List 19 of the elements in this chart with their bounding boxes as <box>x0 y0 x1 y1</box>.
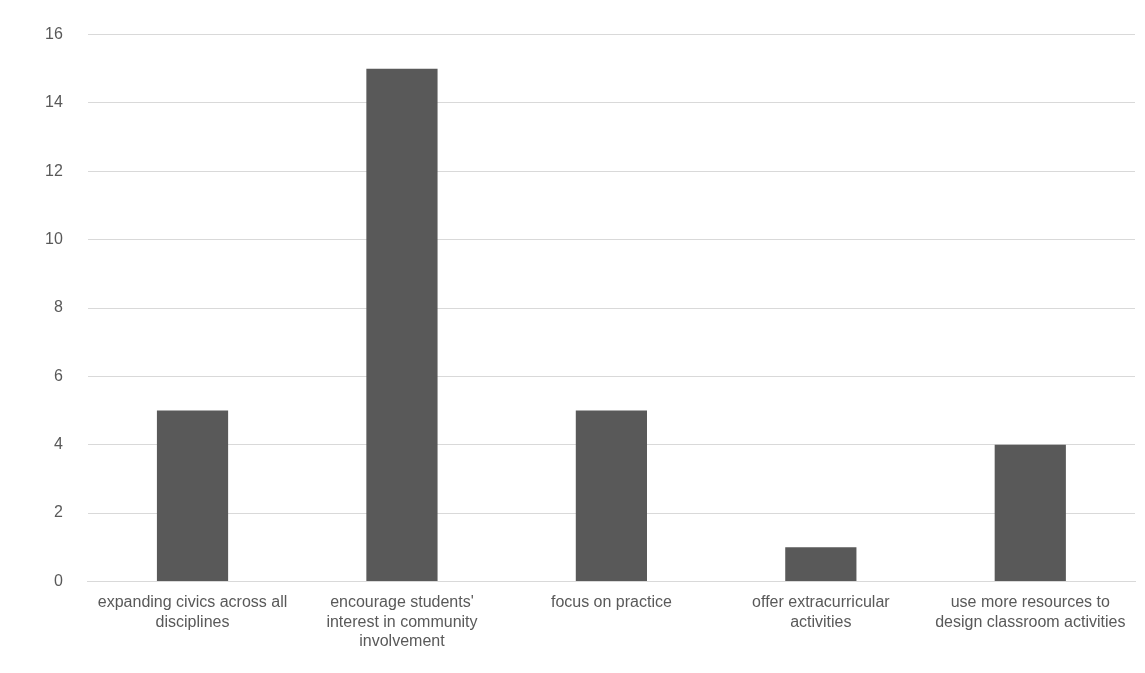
bar <box>366 68 438 581</box>
y-tick-label: 16 <box>45 25 63 43</box>
bar <box>156 410 229 581</box>
y-tick-label: 8 <box>53 298 63 316</box>
x-tick-label: use more resources to design classroom activities <box>935 593 1126 630</box>
x-tick-label: expanding civics across all disciplines <box>97 593 288 630</box>
x-tick-label: encourage students' interest in community involvement <box>326 593 478 649</box>
y-tick-label: 4 <box>53 435 63 453</box>
bar <box>785 547 857 581</box>
x-tick-label: focus on practice <box>550 593 672 611</box>
y-tick-label: 12 <box>45 161 63 179</box>
y-tick-label: 10 <box>45 230 63 248</box>
y-tick-label: 6 <box>53 366 63 384</box>
bar <box>994 444 1066 581</box>
y-tick-label: 14 <box>45 93 63 111</box>
y-tick-label: 0 <box>53 571 63 589</box>
y-tick-label: 2 <box>53 503 63 521</box>
x-tick-label: offer extracurricular activities <box>752 593 891 630</box>
bar <box>575 410 647 581</box>
